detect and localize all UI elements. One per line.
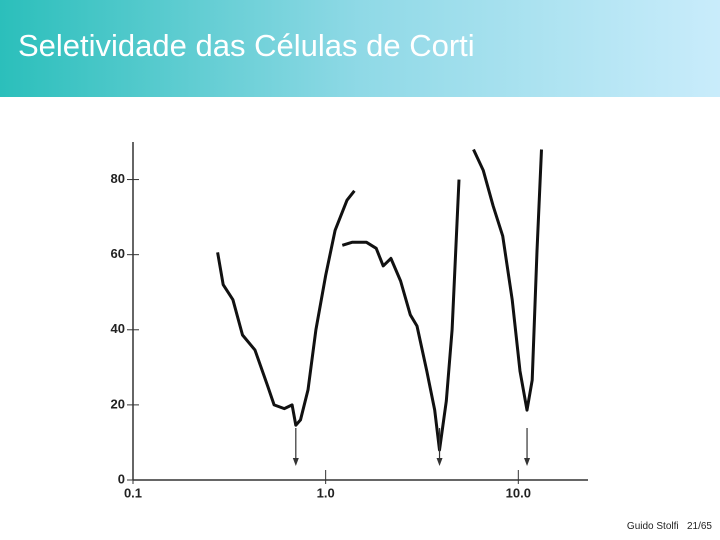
author: Guido Stolfi [626,521,679,532]
arrow-head [524,458,531,466]
footer: Guido Stolfi 21/65 [627,521,712,532]
x-tick-label: 1.0 [317,485,335,500]
arrow-head [436,458,443,466]
page-number: 21/65 [686,521,712,532]
x-tick-label: 10.0 [506,485,531,500]
curve [472,148,543,412]
header: Seletividade das Células de Corti [0,0,720,97]
y-tick-label: 60 [111,246,125,261]
slide-title: Seletividade das Células de Corti [18,28,475,63]
arrow-head [292,458,299,466]
curve [341,179,461,452]
y-tick-label: 0 [118,471,125,486]
y-tick-label: 40 [111,321,125,336]
x-tick-label: 0.1 [124,485,142,500]
y-tick-label: 80 [111,171,125,186]
y-tick-label: 20 [111,396,125,411]
curve [216,189,356,427]
